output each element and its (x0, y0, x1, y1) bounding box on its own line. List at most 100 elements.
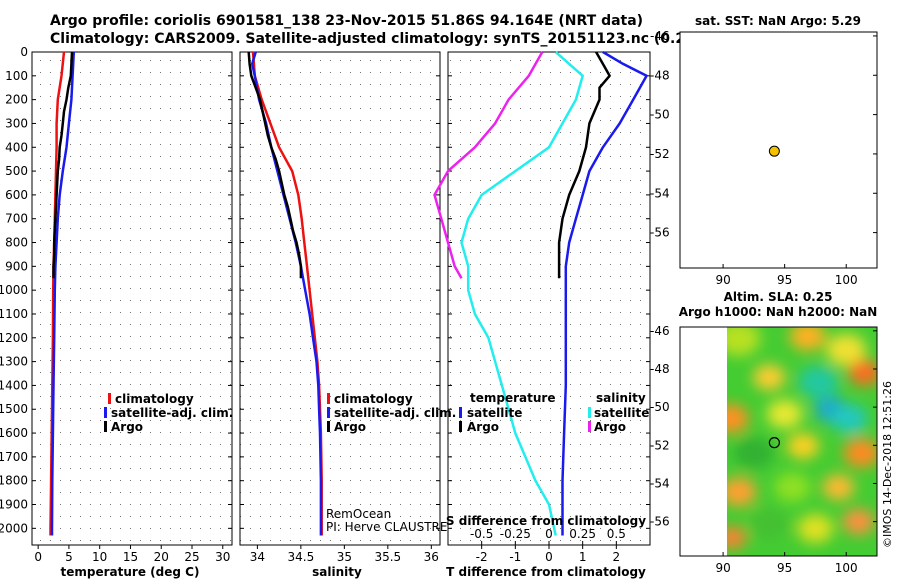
x-tick-label: 10 (92, 550, 107, 564)
legend-label-climatology: climatology (334, 392, 413, 406)
figure-title-line1: Argo profile: coriolis 6901581_138 23-No… (50, 13, 643, 29)
x-tick-label: 30 (215, 550, 230, 564)
y-tick-label: 1100 (0, 307, 28, 321)
difference-panel: -2 -1 0 1 2 -0.5 -0.25 0 0.25 0.5 (433, 50, 651, 564)
sla-anomaly-blob (843, 438, 877, 468)
difference-secondary-xlabel: S difference from climatology (446, 514, 646, 528)
y-tick-label: 1600 (0, 426, 28, 440)
legend-swatch-t-satellite (459, 407, 462, 418)
annotation-project: RemOcean (326, 507, 391, 521)
x-tick-label: 0 (545, 550, 553, 564)
sla-anomaly-blob (797, 514, 834, 543)
y-tick-label: 900 (5, 259, 28, 273)
x-tick-label: 5 (65, 550, 73, 564)
sla-anomaly-blob (727, 526, 747, 549)
argo-position-marker (768, 437, 780, 449)
y-tick-label: 1200 (0, 331, 28, 345)
sla-anomaly-blob (727, 327, 761, 357)
sla-map-panel: -46 -48 -50 -52 -54 -56 90 95 100 (650, 324, 878, 575)
sla-anomaly-blob (848, 360, 877, 386)
sla-anomaly-blob (789, 327, 826, 351)
x-tick-label: 34.5 (288, 550, 315, 564)
x-tick-label: 100 (835, 561, 858, 575)
y-tick-label: 1000 (0, 283, 28, 297)
legend-swatch-s-argo (588, 421, 591, 432)
plot-frame (239, 51, 441, 546)
sla-heatmap (727, 327, 877, 556)
secondary-x-tick-label: 0 (545, 527, 553, 541)
y-tick-label: -48 (650, 362, 670, 376)
y-tick-label: -46 (650, 324, 670, 338)
salinity-xlabel: salinity (312, 565, 362, 579)
legend-swatch-satellite (327, 407, 330, 418)
secondary-x-tick-label: -0.5 (470, 527, 493, 541)
map-frame (679, 326, 878, 557)
y-tick-label: -52 (650, 147, 670, 161)
y-tick-label: 200 (5, 93, 28, 107)
sla-anomaly-blob (766, 399, 803, 429)
argo-position-marker (768, 145, 780, 157)
legend-swatch-t-argo (459, 421, 462, 432)
sla-anomaly-blob (733, 436, 774, 469)
x-tick-label: 95 (777, 273, 792, 287)
x-tick-label: 35.5 (374, 550, 401, 564)
y-tick-label: 500 (5, 164, 28, 178)
secondary-x-tick-label: -0.25 (500, 527, 531, 541)
grid-dots (448, 52, 650, 545)
y-tick-label: 2000 (0, 521, 28, 535)
sla-anomaly-blob (774, 472, 811, 502)
temperature-xlabel: temperature (deg C) (61, 565, 200, 579)
sla-anomaly-blob (831, 404, 868, 433)
sla-anomaly-blob (727, 477, 757, 507)
y-tick-label: -54 (650, 186, 670, 200)
legend-swatch-climatology (327, 393, 330, 404)
y-tick-label: -46 (650, 29, 670, 43)
grid-dots (32, 52, 232, 545)
legend-swatch-satellite (104, 407, 107, 418)
legend-swatch-s-satellite (588, 407, 591, 418)
t-argo-line (557, 51, 611, 279)
y-tick-label: -50 (650, 400, 670, 414)
sla-anomaly-blob (822, 474, 855, 501)
x-tick-label: 2 (613, 550, 621, 564)
sla-anomaly-blob (749, 507, 790, 540)
difference-xlabel: T difference from climatology (446, 565, 646, 579)
x-tick-label: -1 (509, 550, 521, 564)
sla-anomaly-blob (798, 365, 839, 398)
y-tick-label: 1800 (0, 474, 28, 488)
salinity-annotation: RemOcean PI: Herve CLAUSTRE (326, 507, 447, 534)
legend-title-salinity: salinity (596, 391, 646, 405)
sla-anomaly-blob (727, 404, 749, 433)
x-tick-label: 15 (123, 550, 138, 564)
x-tick-label: 34 (250, 550, 265, 564)
secondary-x-tick-label: 0.25 (569, 527, 596, 541)
imos-stamp: ©IMOS 14-Dec-2018 12:51:26 (881, 381, 894, 548)
legend-label-argo: Argo (111, 420, 143, 434)
sla-anomaly-blob (753, 364, 786, 391)
difference-legend: temperature satellite Argo salinity sate… (459, 391, 649, 434)
argo-line (247, 51, 303, 279)
sla-map-title-line1: Altim. SLA: 0.25 (724, 290, 833, 304)
y-tick-label: 1900 (0, 498, 28, 512)
x-tick-label: 100 (835, 273, 858, 287)
legend-label-climatology: climatology (115, 392, 194, 406)
t-satellite-line (561, 50, 648, 536)
y-tick-label: 600 (5, 188, 28, 202)
legend-swatch-argo (104, 421, 107, 432)
x-tick-label: 0 (34, 550, 42, 564)
sla-map-title-line2: Argo h1000: NaN h2000: NaN (679, 305, 878, 319)
x-tick-label: 25 (184, 550, 199, 564)
legend-label-satellite: satellite-adj. clim. (111, 406, 233, 420)
y-tick-label: -54 (650, 476, 670, 490)
y-tick-label: 800 (5, 236, 28, 250)
y-tick-label: -50 (650, 108, 670, 122)
s-argo-line (433, 51, 544, 279)
salinity-panel: 34 34.5 35 35.5 36 (239, 51, 441, 564)
salinity-legend: climatology satellite-adj. clim. Argo (327, 392, 456, 434)
secondary-x-tick-label: 0.5 (607, 527, 626, 541)
sla-blobs (727, 327, 877, 549)
x-tick-label: 36 (424, 550, 439, 564)
y-tick-label: 1400 (0, 378, 28, 392)
temperature-panel: 0 5 10 15 20 25 300100200300400500600700800900… (0, 45, 233, 564)
